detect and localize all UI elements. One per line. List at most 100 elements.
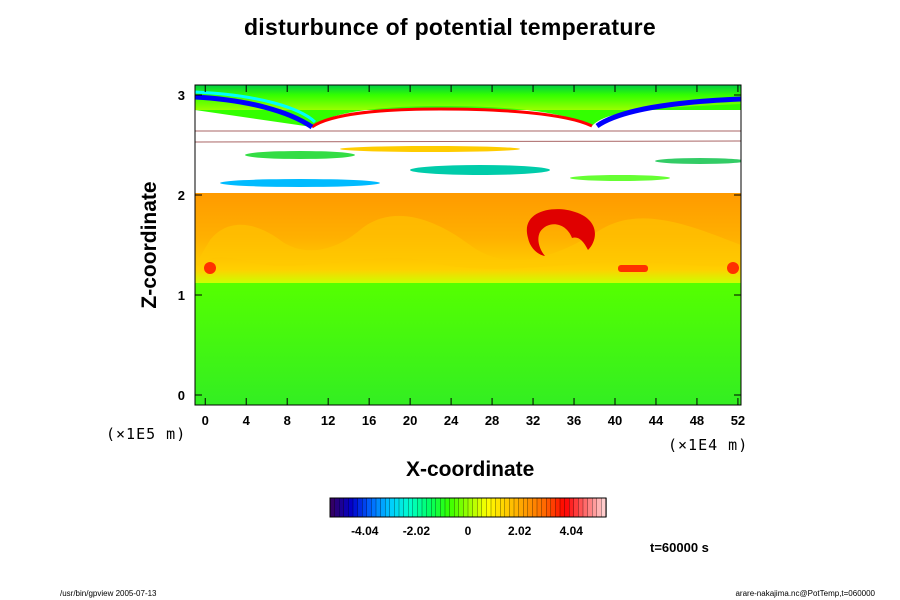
colorbar: -4.04 -2.02 0 2.02 4.04 [329, 497, 607, 538]
colorbar-cell [527, 497, 534, 518]
colorbar-cell [329, 497, 336, 518]
colorbar-cell [398, 497, 405, 518]
colorbar-cell [532, 497, 538, 518]
contour-line-2 [195, 140, 741, 143]
colorbar-cell [389, 497, 396, 518]
time-annotation: t=60000 s [650, 540, 709, 555]
x-tick-label: 40 [608, 413, 622, 428]
colorbar-cell [573, 497, 580, 518]
colorbar-cell [550, 497, 557, 518]
x-tick-label: 4 [243, 413, 251, 428]
colorbar-cell [449, 497, 455, 518]
x-tick-label: 36 [567, 413, 581, 428]
colorbar-cell [444, 497, 451, 518]
colorbar-cell [569, 497, 575, 518]
streak-6 [655, 158, 741, 164]
colorbar-cell [440, 497, 446, 518]
heatmap-field [195, 85, 741, 405]
colorbar-cell [592, 497, 598, 518]
colorbar-cell [504, 497, 511, 518]
cyan-arc [195, 90, 317, 124]
x-tick-label: 28 [485, 413, 499, 428]
colorbar-cell [587, 497, 593, 518]
y-tick-label: 1 [178, 288, 185, 303]
colorbar-cell [513, 497, 520, 518]
colorbar-cell [380, 497, 386, 518]
colorbar-cell [536, 497, 543, 518]
chart-title: disturbunce of potential temperature [243, 14, 657, 40]
x-axis-label: X-coordinate [406, 458, 535, 481]
colorbar-cell [426, 497, 432, 518]
colorbar-cell [343, 497, 350, 518]
colorbar-cell [481, 497, 488, 518]
colorbar-tick-label: -2.02 [403, 524, 431, 538]
footer-left: /usr/bin/gpview 2005-07-13 [60, 589, 157, 598]
colorbar-cell [362, 497, 368, 518]
colorbar-cell [394, 497, 400, 518]
y-tick-label: 0 [178, 388, 185, 403]
colorbar-cell [518, 497, 524, 518]
colorbar-cell [486, 497, 492, 518]
plume-right [618, 265, 648, 272]
colorbar-tick-label: 4.04 [560, 524, 584, 538]
colorbar-cell [463, 497, 469, 518]
lower-layer [195, 283, 741, 405]
footer-right: arare-nakajima.nc@PotTemp,t=060000 [735, 589, 875, 598]
cold-arc-right [595, 96, 741, 129]
colorbar-cell [403, 497, 409, 518]
colorbar-tick-label: 0 [465, 524, 472, 538]
x-tick-label: 32 [526, 413, 540, 428]
x-tick-label: 24 [444, 413, 459, 428]
colorbar-cell [472, 497, 478, 518]
warm-arc-left [311, 107, 593, 129]
x-tick-label: 48 [690, 413, 704, 428]
colorbar-tick-label: -4.04 [351, 524, 379, 538]
cold-arc-left [195, 94, 314, 130]
colorbar-cell [348, 497, 354, 518]
y-tick-label: 3 [178, 88, 185, 103]
y-axis-ticks: 0 1 2 3 [178, 88, 741, 403]
middle-layer-swirl [195, 215, 741, 269]
colorbar-cell [546, 497, 552, 518]
colorbar-cell [596, 497, 603, 518]
colorbar-cell [559, 497, 566, 518]
colorbar-cell [357, 497, 363, 518]
y-axis-label: Z-coordinate [138, 181, 161, 309]
colorbar-cell [555, 497, 561, 518]
colorbar-cell [352, 497, 359, 518]
x-tick-label: 52 [731, 413, 745, 428]
colorbar-cell [500, 497, 506, 518]
streak-3 [410, 165, 550, 175]
x-tick-label: 44 [649, 413, 664, 428]
colorbar-cell [523, 497, 529, 518]
streak-1 [245, 151, 355, 159]
colorbar-cell [541, 497, 547, 518]
streak-5 [570, 175, 670, 181]
y-tick-label: 2 [178, 188, 185, 203]
colorbar-cell [582, 497, 589, 518]
streak-2 [340, 146, 520, 152]
colorbar-cell [454, 497, 460, 518]
colorbar-cell [477, 497, 483, 518]
thermal-bubble [526, 209, 595, 256]
colorbar-cell [578, 497, 584, 518]
colorbar-cell [408, 497, 414, 518]
colorbar-cell [385, 497, 391, 518]
x-axis-ticks: 0 4 8 12 16 20 24 28 32 36 40 44 48 52 [202, 85, 745, 428]
colorbar-cell [431, 497, 437, 518]
x-tick-label: 16 [362, 413, 376, 428]
colorbar-cell [412, 497, 419, 518]
x-tick-label: 12 [321, 413, 335, 428]
x-tick-label: 8 [284, 413, 291, 428]
x-axis-unit: (×1E4 m) [668, 436, 749, 454]
plume-left [204, 262, 216, 274]
x-tick-label: 20 [403, 413, 417, 428]
colorbar-frame [329, 497, 607, 518]
plume-far-right [727, 262, 739, 274]
colorbar-cell [421, 497, 428, 518]
x-tick-label: 0 [202, 413, 209, 428]
colorbar-cell [490, 497, 497, 518]
colorbar-cell [371, 497, 377, 518]
colorbar-cell [495, 497, 501, 518]
